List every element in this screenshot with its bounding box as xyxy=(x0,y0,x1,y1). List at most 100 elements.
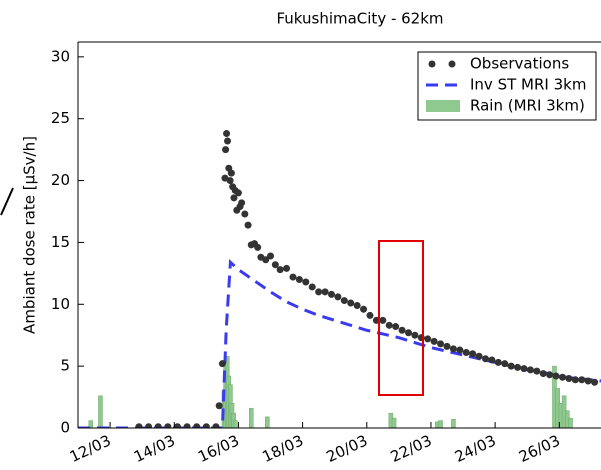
y-tick-label: 30 xyxy=(51,47,70,65)
observation-point xyxy=(267,252,275,260)
observation-point xyxy=(404,329,412,337)
legend-marker xyxy=(428,60,436,68)
observation-point xyxy=(392,323,400,331)
observation-point xyxy=(222,146,230,154)
observation-point xyxy=(173,423,181,428)
observation-point xyxy=(283,264,291,272)
observation-point xyxy=(430,337,438,345)
observation-point xyxy=(262,256,270,264)
x-tick-label: 14/03 xyxy=(131,431,178,466)
x-tick-label: 26/03 xyxy=(516,431,563,466)
observation-point xyxy=(475,352,483,360)
observation-point xyxy=(302,278,310,286)
observation-point xyxy=(202,423,210,428)
y-tick-label: 20 xyxy=(51,171,70,189)
y-tick-label: 25 xyxy=(51,109,70,127)
x-tick-label: 20/03 xyxy=(324,431,371,466)
legend-marker xyxy=(448,60,456,68)
legend-label: Inv ST MRI 3km xyxy=(470,76,586,94)
rain-bar xyxy=(98,395,103,428)
rain-bar xyxy=(249,407,254,428)
observation-point xyxy=(437,340,445,348)
observation-point xyxy=(488,356,496,364)
observation-point xyxy=(385,321,393,329)
y-tick-label: 0 xyxy=(60,419,70,437)
plot-area xyxy=(78,130,601,428)
observation-point xyxy=(244,221,252,229)
observation-point xyxy=(571,376,579,384)
observation-point xyxy=(230,194,238,202)
observation-point xyxy=(366,311,374,319)
observation-point xyxy=(241,210,249,218)
observation-point xyxy=(584,377,592,385)
observation-point xyxy=(224,137,232,145)
observation-point xyxy=(164,423,172,428)
observation-point xyxy=(145,423,153,428)
observation-point xyxy=(234,189,242,197)
observation-point xyxy=(254,243,262,251)
y-tick-label: 15 xyxy=(51,233,70,251)
rain-bar xyxy=(451,419,456,428)
observation-point xyxy=(218,360,226,368)
observation-point xyxy=(212,423,220,428)
observation-point xyxy=(183,423,191,428)
observation-point xyxy=(424,335,432,343)
x-tick-label: 24/03 xyxy=(452,431,499,466)
observation-point xyxy=(295,276,303,284)
x-tick-label: 12/03 xyxy=(67,431,114,466)
rain-bar xyxy=(391,417,397,428)
observation-point xyxy=(552,372,560,380)
observation-point xyxy=(227,169,235,177)
rain-bar xyxy=(232,420,238,428)
observation-point xyxy=(315,288,323,296)
observation-point xyxy=(135,423,143,428)
observation-point xyxy=(514,363,522,371)
observation-point xyxy=(193,423,201,428)
observation-point xyxy=(398,326,406,334)
highlight-box xyxy=(378,240,424,396)
chart-title: FukushimaCity - 62km xyxy=(276,10,443,28)
observation-point xyxy=(494,358,502,366)
observation-point xyxy=(271,261,279,269)
observation-point xyxy=(456,346,464,354)
observation-point xyxy=(238,199,246,207)
rain-bar xyxy=(438,420,443,428)
x-tick-label: 22/03 xyxy=(388,431,435,466)
legend-label: Observations xyxy=(470,55,569,73)
legend-label: Rain (MRI 3km) xyxy=(470,97,585,115)
observation-point xyxy=(469,350,477,358)
observation-point xyxy=(546,371,554,379)
observation-point xyxy=(347,299,355,307)
rain-bar xyxy=(265,416,270,428)
observation-point xyxy=(223,130,231,138)
rain-bar xyxy=(568,417,573,428)
observation-point xyxy=(321,288,329,296)
observation-point xyxy=(526,366,534,374)
model-line xyxy=(78,258,601,428)
observation-point xyxy=(578,376,586,384)
observation-point xyxy=(308,283,316,291)
observation-point xyxy=(411,331,419,339)
rain-bar xyxy=(88,420,94,428)
observation-point xyxy=(520,365,528,373)
observation-point xyxy=(340,297,348,305)
observation-point xyxy=(591,378,599,386)
x-tick-label: 16/03 xyxy=(195,431,242,466)
observation-point xyxy=(289,273,297,281)
observation-point xyxy=(449,345,457,353)
observation-point xyxy=(507,362,515,370)
observation-point xyxy=(481,355,489,363)
legend-marker xyxy=(426,100,460,112)
observation-point xyxy=(539,370,547,378)
observation-point xyxy=(360,305,368,313)
y-tick-label: 10 xyxy=(51,295,70,313)
y-axis-label: Ambiant dose rate [µSv/h] xyxy=(21,136,39,334)
observation-point xyxy=(226,177,234,185)
observation-point xyxy=(353,302,361,310)
x-tick-label: 18/03 xyxy=(259,431,306,466)
observation-point xyxy=(215,402,223,410)
y-tick-label: 5 xyxy=(60,357,70,375)
observation-point xyxy=(533,367,541,375)
